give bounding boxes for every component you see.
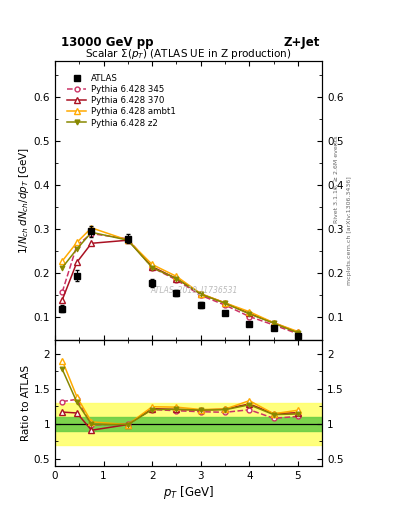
Title: Scalar $\Sigma(p_T)$ (ATLAS UE in Z production): Scalar $\Sigma(p_T)$ (ATLAS UE in Z prod… xyxy=(85,47,292,61)
X-axis label: $p_T$ [GeV]: $p_T$ [GeV] xyxy=(163,483,214,501)
Text: 13000 GeV pp: 13000 GeV pp xyxy=(61,36,153,49)
Legend: ATLAS, Pythia 6.428 345, Pythia 6.428 370, Pythia 6.428 ambt1, Pythia 6.428 z2: ATLAS, Pythia 6.428 345, Pythia 6.428 37… xyxy=(65,71,178,130)
Y-axis label: Ratio to ATLAS: Ratio to ATLAS xyxy=(21,365,31,441)
Text: ATLAS_2019_I1736531: ATLAS_2019_I1736531 xyxy=(150,285,238,294)
Text: mcplots.cern.ch [arXiv:1306.3436]: mcplots.cern.ch [arXiv:1306.3436] xyxy=(347,176,352,285)
Text: Z+Jet: Z+Jet xyxy=(284,36,320,49)
Text: Rivet 3.1.10, ≥ 2.6M events: Rivet 3.1.10, ≥ 2.6M events xyxy=(334,136,338,223)
Bar xyxy=(55,417,322,431)
Bar xyxy=(55,403,322,445)
Y-axis label: $1/N_{ch}\,dN_{ch}/dp_T$ [GeV]: $1/N_{ch}\,dN_{ch}/dp_T$ [GeV] xyxy=(17,147,31,254)
